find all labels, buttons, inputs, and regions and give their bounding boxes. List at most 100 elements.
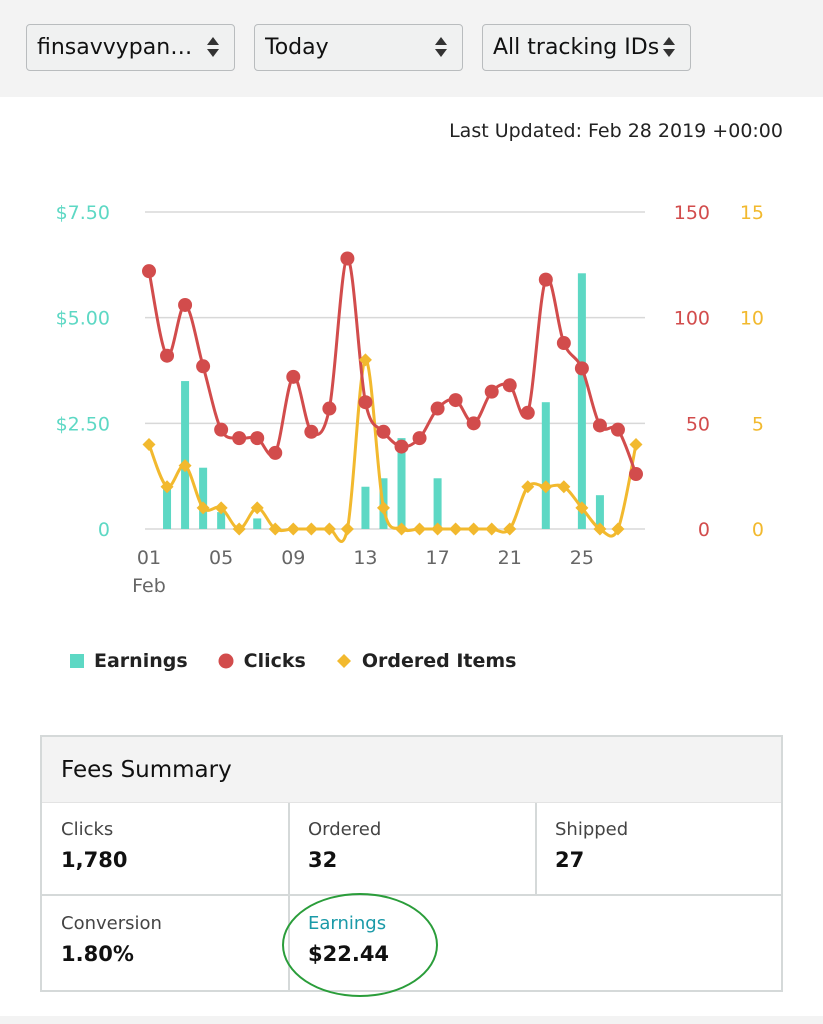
earnings-bar <box>577 273 586 529</box>
clicks-point <box>610 422 625 437</box>
clicks-line <box>147 256 638 475</box>
period-select[interactable]: Today <box>254 24 463 71</box>
divider <box>42 894 781 896</box>
clicks-point <box>466 416 481 431</box>
clicks-point <box>430 401 445 416</box>
ordered-items-point <box>431 522 445 536</box>
chart-legend: Earnings Clicks Ordered Items <box>70 648 546 674</box>
stat-value: 32 <box>308 848 338 872</box>
y-right-items-tick-label: 10 <box>740 308 764 330</box>
legend-earnings-label: Earnings <box>94 650 188 672</box>
x-tick-label: 17 <box>425 547 449 569</box>
earnings-bar <box>541 402 550 529</box>
stat-label: Shipped <box>555 819 629 840</box>
ordered-items-point <box>304 522 318 536</box>
ordered-items-point <box>178 459 192 473</box>
ordered-items-point <box>160 480 174 494</box>
ordered-items-point <box>521 480 535 494</box>
y-right-items-tick-label: 5 <box>752 413 764 435</box>
clicks-point <box>214 422 229 437</box>
y-right-clicks-tick-label: 150 <box>674 202 710 224</box>
diamond-marker-icon <box>336 654 351 668</box>
clicks-point <box>196 359 211 374</box>
clicks-point <box>286 369 301 384</box>
y-left-tick-label: 0 <box>98 519 110 541</box>
clicks-point <box>232 431 247 446</box>
ordered-items-point <box>376 501 390 515</box>
clicks-point <box>574 361 589 376</box>
sort-arrows-icon <box>207 37 219 57</box>
stat-value: 1,780 <box>61 848 128 872</box>
filter-bar: finsavvypan… Today All tracking IDs <box>0 0 823 97</box>
x-sub-label: Feb <box>132 575 166 597</box>
ordered-items-point <box>358 353 372 367</box>
fees-summary-title: Fees Summary <box>42 737 781 803</box>
clicks-point <box>142 264 156 279</box>
legend-ordered-items-label: Ordered Items <box>361 650 517 672</box>
clicks-point <box>250 431 265 446</box>
stat-label: Ordered <box>308 819 382 840</box>
clicks-point <box>394 439 409 454</box>
legend-clicks[interactable]: Clicks <box>218 650 306 672</box>
ordered-items-point <box>413 522 427 536</box>
clicks-point <box>538 272 553 287</box>
y-right-clicks-tick-label: 100 <box>674 308 710 330</box>
x-tick-label: 05 <box>209 547 233 569</box>
ordered-items-point <box>214 501 228 515</box>
stat-clicks: Clicks 1,780 <box>42 803 127 872</box>
earnings-bar <box>361 486 370 529</box>
y-left-tick-label: $2.50 <box>56 413 110 435</box>
tracking-id-select[interactable]: All tracking IDs <box>482 24 691 71</box>
sort-arrows-icon <box>435 37 447 57</box>
clicks-point <box>304 424 319 439</box>
earnings-bar <box>181 381 190 529</box>
stat-conversion: Conversion 1.80% <box>42 897 162 966</box>
ordered-items-point <box>232 522 246 536</box>
clicks-point <box>268 445 283 460</box>
stat-value: 27 <box>555 848 585 872</box>
ordered-items-point <box>268 522 282 536</box>
ordered-items-point <box>467 522 481 536</box>
legend-clicks-label: Clicks <box>243 650 306 672</box>
ordered-items-point <box>557 480 571 494</box>
store-select-value: finsavvypan… <box>37 35 193 60</box>
stat-label: Conversion <box>61 913 162 934</box>
ordered-items-point <box>593 522 607 536</box>
store-select[interactable]: finsavvypan… <box>26 24 235 71</box>
clicks-point <box>160 348 175 363</box>
ordered-items-point <box>539 480 553 494</box>
clicks-point <box>484 384 499 399</box>
ordered-items-point <box>142 437 156 451</box>
y-right-clicks-tick-label: 0 <box>698 519 710 541</box>
ordered-items-point <box>485 522 499 536</box>
clicks-point <box>520 405 535 420</box>
legend-ordered-items[interactable]: Ordered Items <box>336 650 517 672</box>
sort-arrows-icon <box>663 37 675 57</box>
earnings-bar <box>199 467 208 529</box>
circle-marker-icon <box>218 653 234 669</box>
ordered-items-point <box>286 522 300 536</box>
square-marker-icon <box>70 654 84 668</box>
footer-bar <box>0 1016 823 1024</box>
legend-earnings[interactable]: Earnings <box>70 650 188 672</box>
y-right-items-tick-label: 15 <box>740 202 764 224</box>
clicks-point <box>592 418 607 433</box>
x-tick-label: 25 <box>570 547 594 569</box>
clicks-point <box>502 378 517 393</box>
highlight-circle <box>282 893 438 997</box>
clicks-point <box>178 297 193 312</box>
ordered-items-point <box>250 501 264 515</box>
ordered-items-point <box>575 501 589 515</box>
clicks-point <box>412 431 427 446</box>
y-left-tick-label: $5.00 <box>56 308 110 330</box>
y-right-clicks-tick-label: 50 <box>686 413 710 435</box>
earnings-chart: 0 0 0 $2.50 50 5 $5.00 100 10 $7.50 150 15 01 05 09 13 1… <box>56 202 764 597</box>
ordered-items-point <box>196 501 210 515</box>
ordered-items-point <box>449 522 463 536</box>
stat-ordered: Ordered 32 <box>289 803 381 872</box>
earnings-bar <box>595 495 604 529</box>
x-tick-label: 13 <box>353 547 377 569</box>
ordered-items-point <box>395 522 409 536</box>
stat-label: Clicks <box>61 819 114 840</box>
x-tick-label: 21 <box>498 547 522 569</box>
